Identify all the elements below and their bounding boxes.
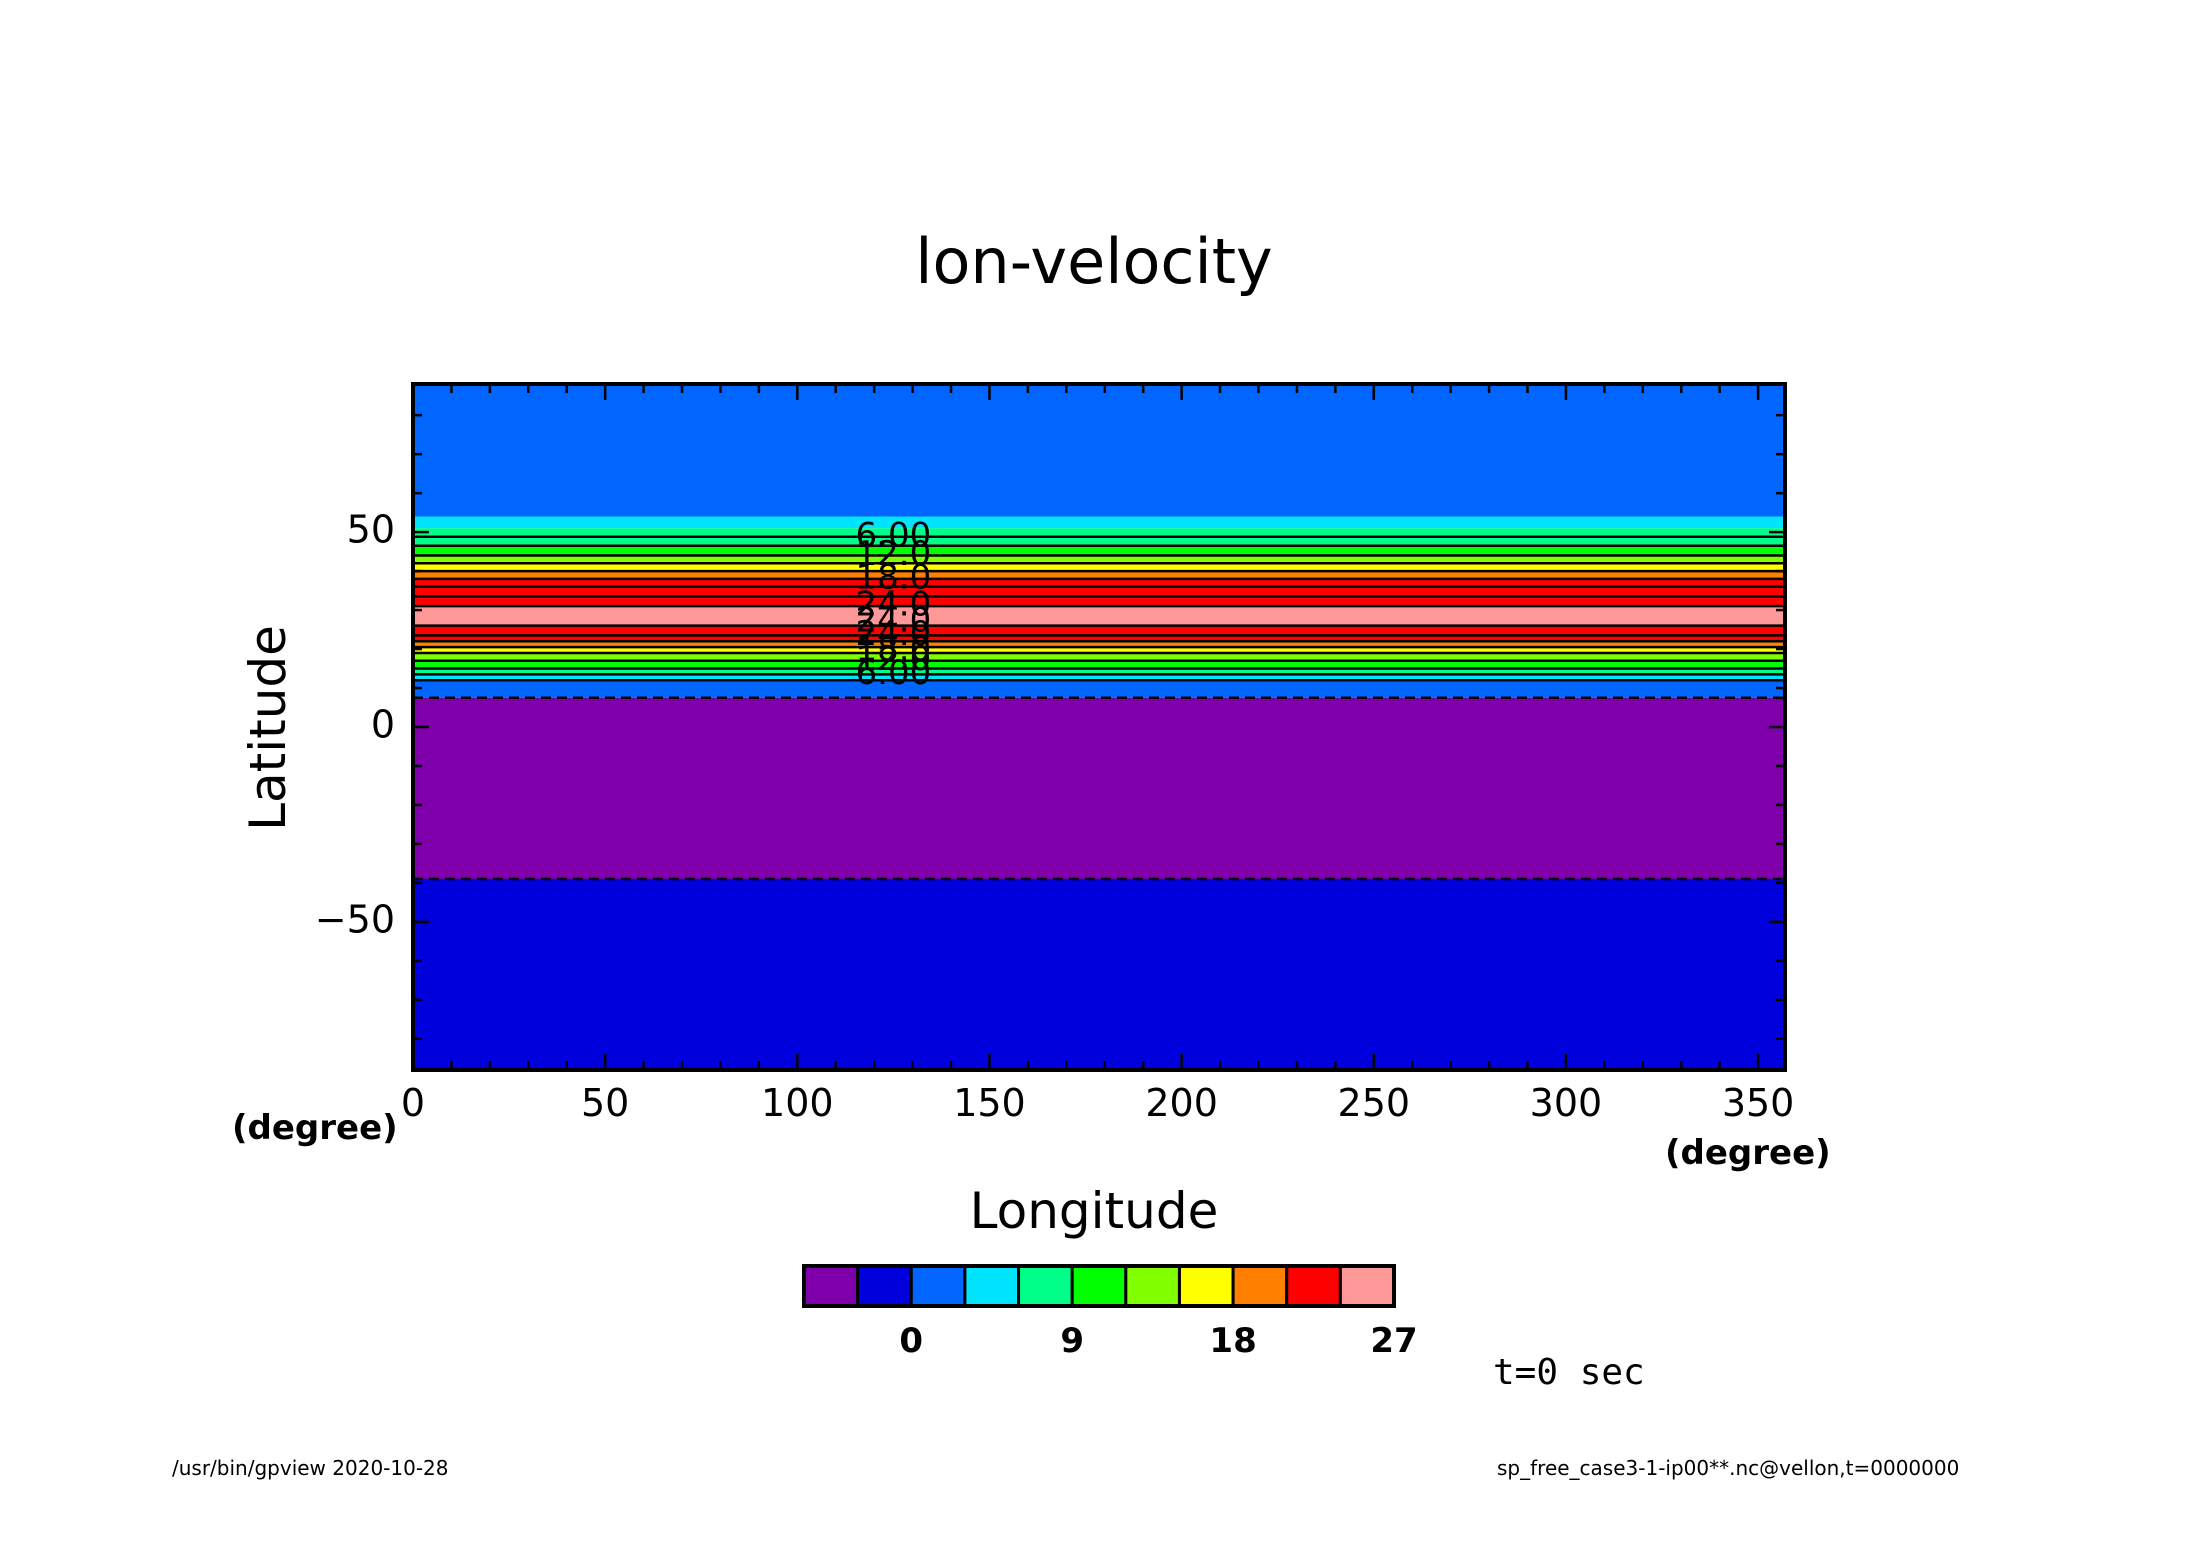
contour-band-0 [413,384,1785,517]
colorbar-box-8 [1231,1264,1289,1308]
contour-band-13 [413,647,1785,653]
colorbar-box-7 [1177,1264,1235,1308]
colorbar-box-2 [909,1264,967,1308]
colorbar-box-10 [1338,1264,1396,1308]
y-axis-unit: (degree) [232,1108,398,1148]
y-tick-label-50: 50 [347,508,395,552]
colorbar-box-5 [1070,1264,1128,1308]
colorbar-box-0 [802,1264,860,1308]
colorbar-box-6 [1124,1264,1181,1308]
colorbar-label-3: 27 [1370,1321,1417,1361]
footer-right-text: sp_free_case3-1-ip00**.nc@vellon,t=00000… [1497,1456,1960,1480]
contour-band-18 [413,680,1785,698]
contour-label-1: 12.0 [856,534,932,574]
contour-band-3 [413,536,1785,546]
y-axis-label: Latitude [239,625,297,831]
x-tick-label-50: 50 [581,1081,629,1125]
x-tick-label-0: 0 [401,1081,425,1125]
x-tick-label-150: 150 [953,1081,1026,1125]
x-tick-label-300: 300 [1530,1081,1603,1125]
contour-band-1 [413,516,1785,529]
contour-band-12 [413,641,1785,648]
contour-label-4: 24.0 [856,600,932,640]
contour-label-3: 24.0 [856,585,932,625]
contour-band-19 [413,697,1785,880]
contour-band-11 [413,625,1785,642]
x-axis-unit: (degree) [1665,1133,1831,1173]
contour-band-17 [413,674,1785,681]
contour-label-7: 12.0 [856,639,932,679]
colorbar-frame [802,1264,1396,1308]
contour-label-6: 18.0 [856,629,932,669]
contour-band-7 [413,571,1785,579]
contour-band-6 [413,563,1785,572]
contour-label-2: 18.0 [856,557,932,597]
contour-label-8: 6.00 [856,653,932,693]
contour-band-2 [413,528,1785,537]
y-tick-label--50: −50 [315,897,395,941]
colorbar-label-0: 0 [899,1321,923,1361]
x-tick-label-350: 350 [1722,1081,1795,1125]
contour-label-5: 24.0 [856,614,932,654]
contour-band-20 [413,879,1785,1070]
contour-band-5 [413,555,1785,564]
x-axis-label: Longitude [969,1182,1219,1240]
contour-band-10 [413,606,1785,626]
colorbar-label-1: 9 [1060,1321,1084,1361]
chart-title: lon-velocity [915,225,1273,298]
time-label: t=0 sec [1493,1352,1645,1393]
x-tick-label-250: 250 [1338,1081,1411,1125]
colorbar-label-2: 18 [1209,1321,1256,1361]
colorbar-box-1 [856,1264,913,1308]
x-tick-label-100: 100 [761,1081,834,1125]
contour-band-14 [413,652,1785,661]
colorbar-box-3 [963,1264,1021,1308]
contour-band-4 [413,545,1785,556]
y-tick-label-0: 0 [371,703,395,747]
contour-band-15 [413,660,1785,669]
colorbar-box-4 [1017,1264,1074,1308]
contour-band-8 [413,578,1785,587]
contour-label-0: 6.00 [856,515,932,555]
footer-left-text: /usr/bin/gpview 2020-10-28 [172,1456,449,1480]
x-tick-label-200: 200 [1145,1081,1218,1125]
contour-band-16 [413,668,1785,675]
colorbar-box-9 [1285,1264,1342,1308]
